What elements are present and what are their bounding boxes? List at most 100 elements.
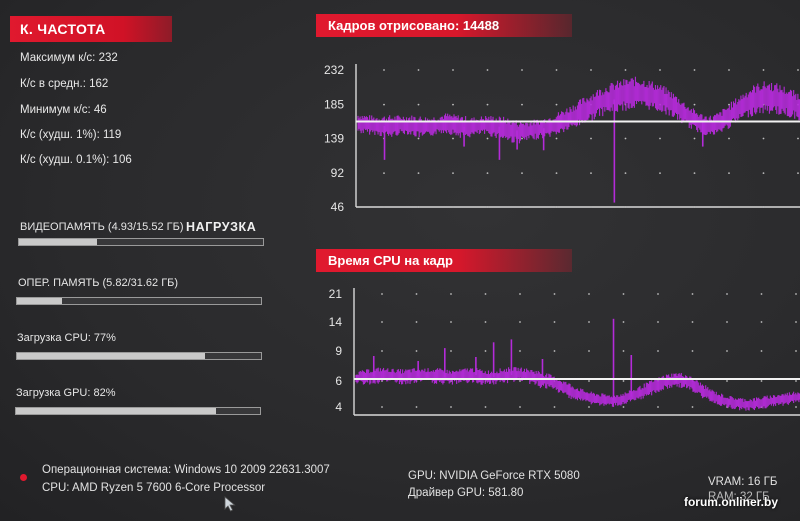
grid-dot [553, 321, 556, 323]
grid-dot [450, 321, 452, 323]
grid-dot [795, 380, 797, 382]
load-tag: НАГРУЗКА [186, 220, 257, 234]
ram-bar-fill [17, 298, 62, 304]
grid-dot [622, 293, 625, 295]
grid-dot [553, 406, 556, 408]
grid-dot [555, 137, 558, 140]
grid-dot [691, 406, 694, 408]
grid-dot [415, 321, 418, 323]
grid-dot [521, 137, 523, 140]
grid-dot [728, 103, 730, 106]
series-trace [355, 367, 800, 411]
y-tick-label: 46 [331, 200, 345, 214]
grid-dot [519, 406, 521, 408]
grid-dot [553, 293, 556, 295]
cpu-time-chart-title: Время CPU на кадр [316, 249, 572, 272]
grid-dot [726, 380, 728, 382]
ram-label: ОПЕР. ПАМЯТЬ (5.82/31.62 ГБ) [18, 277, 179, 289]
cpu-load-bar [16, 352, 262, 360]
vram-info: VRAM: 16 ГБ [708, 476, 778, 488]
grid-dot [762, 137, 765, 140]
cpu-load-bar-fill [17, 353, 205, 359]
grid-dot [624, 137, 627, 140]
grid-dot [450, 293, 452, 295]
ram-bar [16, 297, 262, 305]
fps-section-header: К. ЧАСТОТА [10, 16, 172, 42]
grid-dot [657, 321, 659, 323]
grid-dot [417, 103, 420, 106]
grid-dot [659, 172, 661, 175]
grid-dot [484, 293, 487, 295]
frames-chart: 232 185 139 92 46 [324, 63, 800, 214]
grid-dot [383, 172, 385, 175]
y-tick-label: 6 [335, 374, 342, 388]
cpu-info: CPU: AMD Ryzen 5 7600 6-Core Processor [42, 482, 266, 494]
grid-dot [659, 137, 661, 140]
y-tick-label: 139 [324, 132, 344, 146]
grid-dot [760, 380, 763, 382]
grid-dot [381, 406, 383, 408]
grid-dot [622, 380, 625, 382]
vram-bar [18, 238, 264, 246]
grid-dot [797, 137, 799, 140]
grid-dot [622, 406, 625, 408]
grid-dot [691, 321, 694, 323]
grid-dot [588, 293, 590, 295]
grid-dot [795, 350, 797, 352]
grid-dot [588, 380, 590, 382]
grid-dot [484, 350, 487, 352]
grid-dot [588, 406, 590, 408]
grid-dot [728, 172, 730, 175]
grid-dot [590, 137, 592, 140]
vram-label: ВИДЕОПАМЯТЬ (4.93/15.52 ГБ) [20, 221, 184, 233]
stat-avg-fps: К/с в средн.: 162 [20, 78, 109, 90]
y-tick-label: 4 [335, 400, 342, 414]
grid-dot [693, 137, 696, 140]
gpu-load-bar [15, 407, 261, 415]
grid-dot [381, 321, 383, 323]
ram-info: RAM: 32 ГБ [708, 491, 770, 503]
series-trace [357, 76, 800, 144]
frames-chart-title: Кадров отрисовано: 14488 [316, 14, 572, 37]
grid-dot [693, 172, 696, 175]
grid-dot [590, 69, 592, 71]
grid-dot [693, 103, 696, 106]
stat-01pct-low-fps: К/с (худш. 0.1%): 106 [20, 154, 132, 166]
grid-dot [762, 172, 765, 175]
grid-dot [519, 350, 521, 352]
grid-dot [486, 206, 489, 208]
grid-dot [797, 172, 799, 175]
grid-dot [590, 172, 592, 175]
grid-dot [624, 172, 627, 175]
grid-dot [519, 293, 521, 295]
grid-dot [486, 172, 489, 175]
grid-dot [415, 293, 418, 295]
grid-dot [383, 206, 385, 208]
grid-dot [521, 206, 523, 208]
grid-dot [383, 69, 385, 71]
gpu-driver-info: Драйвер GPU: 581.80 [408, 487, 524, 499]
gpu-load-label: Загрузка GPU: 82% [16, 387, 116, 399]
grid-dot [588, 350, 590, 352]
grid-dot [691, 350, 694, 352]
grid-dot [624, 69, 627, 71]
grid-dot [622, 350, 625, 352]
y-tick-label: 92 [331, 166, 345, 180]
grid-dot [521, 172, 523, 175]
stat-min-fps: Минимум к/с: 46 [20, 104, 107, 116]
grid-dot [450, 406, 452, 408]
grid-dot [555, 206, 558, 208]
grid-dot [452, 172, 454, 175]
y-tick-label: 185 [324, 98, 344, 112]
grid-dot [657, 406, 659, 408]
cpu-time-chart: 21 14 9 6 4 [329, 287, 800, 416]
grid-dot [726, 350, 728, 352]
grid-dot [657, 350, 659, 352]
grid-dot [728, 137, 730, 140]
grid-dot [452, 69, 454, 71]
grid-dot [760, 321, 763, 323]
grid-dot [795, 406, 797, 408]
grid-dot [519, 380, 521, 382]
mouse-cursor-icon [224, 496, 236, 517]
